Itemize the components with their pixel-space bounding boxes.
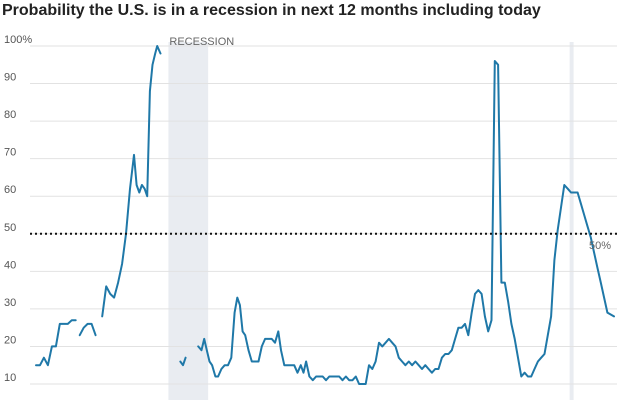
y-tick-label: 10 — [4, 372, 16, 384]
y-tick-label: 60 — [4, 184, 16, 196]
series-line — [78, 322, 97, 337]
y-tick-label: 30 — [4, 297, 16, 309]
recession-band — [569, 42, 574, 400]
series-line — [179, 356, 187, 367]
recession-band — [168, 42, 209, 400]
y-tick-label: 50 — [4, 222, 16, 234]
recession-label: RECESSION — [169, 36, 234, 48]
y-tick-label: 70 — [4, 147, 16, 159]
y-tick-label: 80 — [4, 109, 16, 121]
series-line — [197, 60, 615, 385]
series-line — [35, 319, 77, 367]
y-tick-label: 100% — [4, 34, 32, 46]
y-tick-label: 40 — [4, 259, 16, 271]
y-tick-label: 20 — [4, 334, 16, 346]
series-line — [101, 45, 162, 318]
threshold-label: 50% — [589, 240, 611, 252]
chart-title: Probability the U.S. is in a recession i… — [2, 2, 541, 19]
y-tick-label: 90 — [4, 72, 16, 84]
